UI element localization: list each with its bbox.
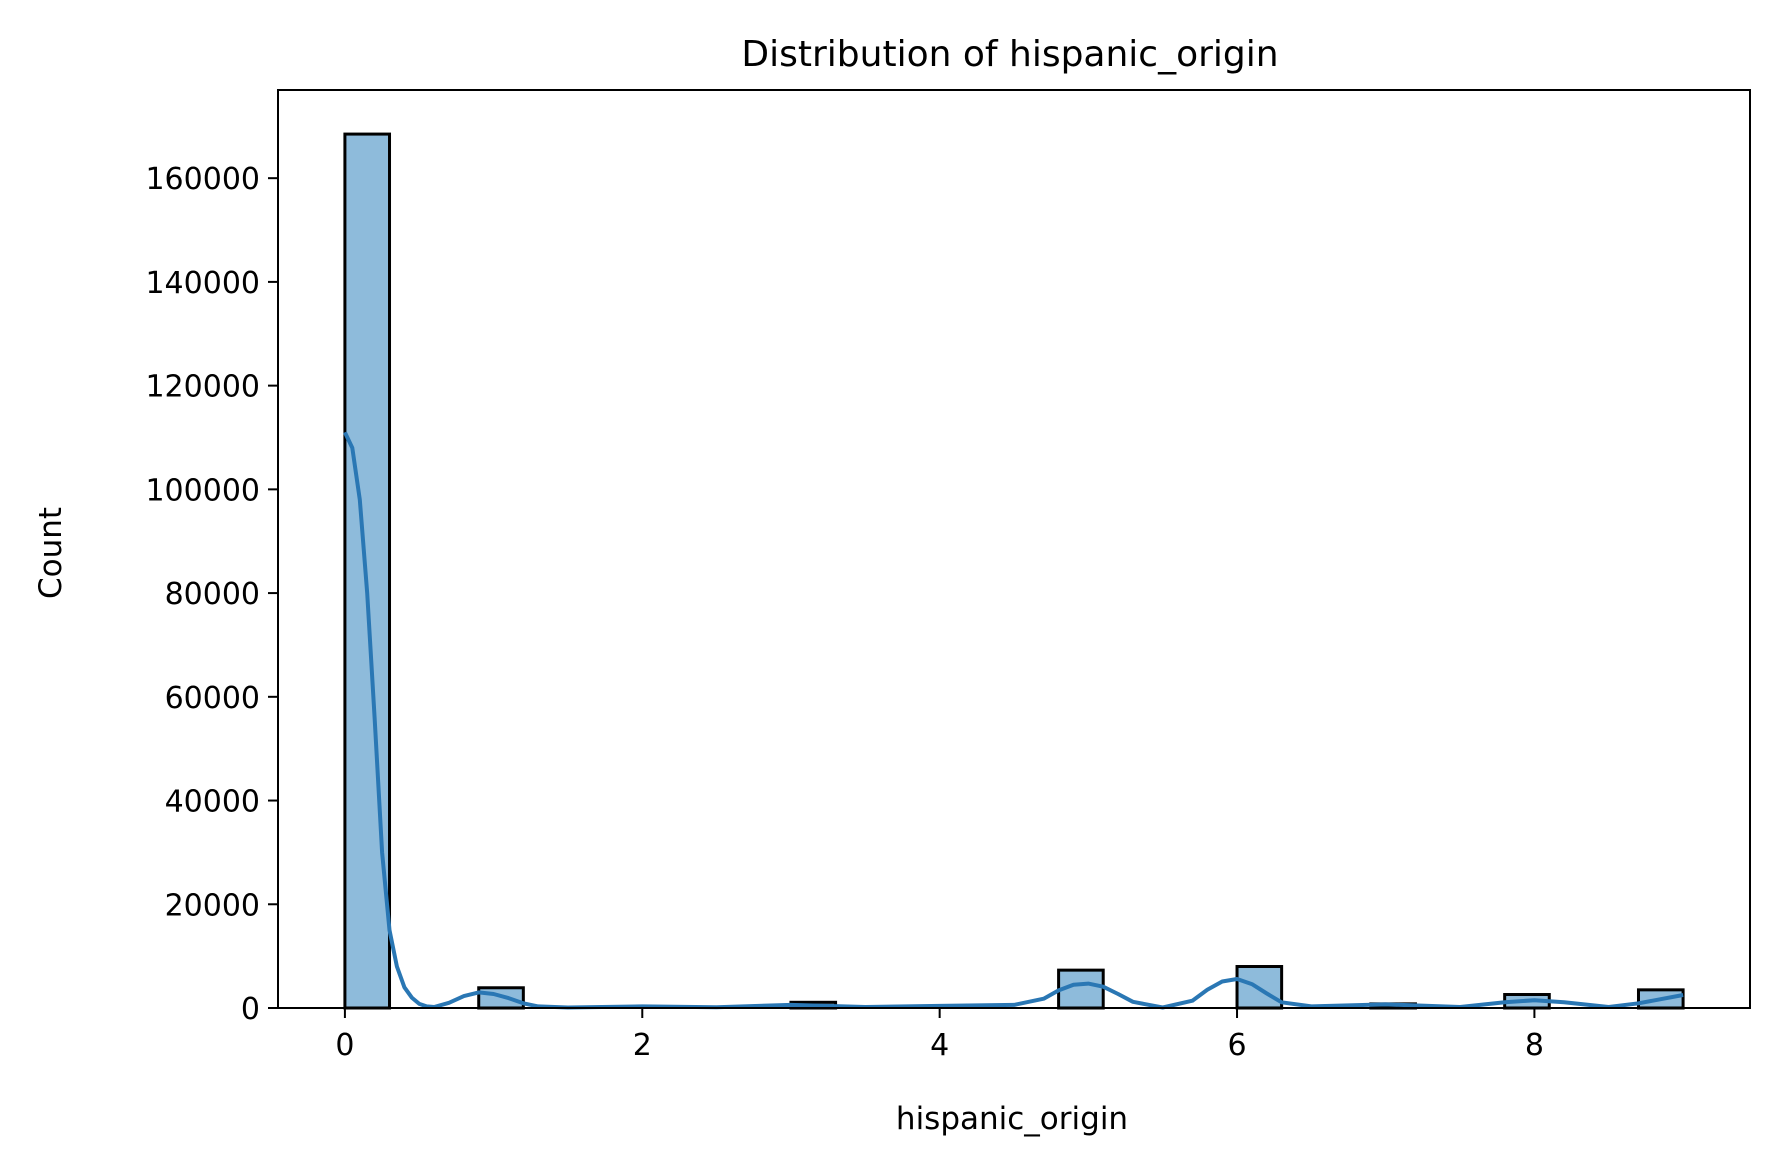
x-tick-label: 4 (930, 1028, 949, 1063)
y-tick-label: 140000 (145, 266, 260, 301)
x-tick-label: 8 (1525, 1028, 1544, 1063)
y-tick-label: 120000 (145, 370, 260, 405)
y-tick-label: 0 (241, 992, 260, 1027)
y-tick-label: 80000 (165, 577, 260, 612)
plot-frame (277, 89, 1751, 1009)
y-tick-label: 20000 (165, 888, 260, 923)
chart-title: Distribution of hispanic_origin (741, 34, 1278, 75)
y-axis-label: Count (33, 507, 69, 599)
x-axis-label: hispanic_origin (896, 1101, 1128, 1137)
x-tick-label: 6 (1227, 1028, 1246, 1063)
y-tick-label: 60000 (165, 681, 260, 716)
kde-curve (343, 431, 1684, 1010)
y-tick-label: 100000 (145, 473, 260, 508)
x-axis-ticks: 0 2 4 6 8 (335, 1008, 1544, 1063)
histogram-bars (343, 132, 1685, 1010)
x-tick-label: 2 (633, 1028, 652, 1063)
y-tick-label: 40000 (165, 785, 260, 820)
y-tick-label: 160000 (145, 162, 260, 197)
y-axis-ticks: 0 20000 40000 60000 80000 100000 120000 140000 1… (145, 162, 278, 1027)
x-tick-label: 0 (335, 1028, 354, 1063)
